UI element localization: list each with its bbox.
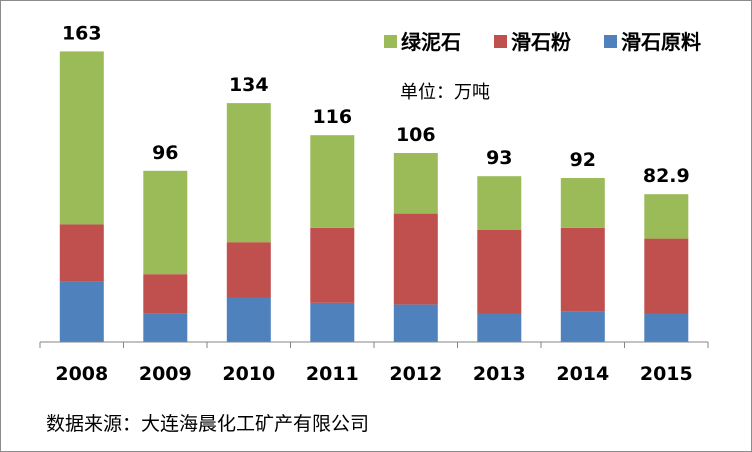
x-tick-label-2008: 2008 (55, 363, 108, 385)
data-source-note: 数据来源：大连海晨化工矿产有限公司 (46, 413, 370, 435)
legend-swatch-2 (604, 35, 617, 48)
bar-segment-2008-series-0 (59, 281, 104, 342)
bar-segment-2015-series-2 (644, 194, 689, 239)
legend-swatch-0 (384, 35, 397, 48)
total-label-2011: 116 (312, 106, 352, 128)
bar-segment-2008-series-1 (59, 224, 104, 282)
bar-segment-2013-series-2 (477, 176, 522, 230)
total-label-2014: 92 (570, 149, 596, 171)
bar-segment-2014-series-0 (560, 311, 605, 342)
bar-segment-2014-series-2 (560, 178, 605, 228)
x-tick-label-2015: 2015 (640, 363, 693, 385)
bar-segment-2010-series-2 (226, 103, 271, 243)
legend: 绿泥石 滑石粉 滑石原料 (384, 30, 701, 54)
bar-segment-2012-series-0 (393, 304, 438, 342)
total-labels-group: 163 96 134 116 106 93 92 82.9 (62, 22, 690, 187)
bar-segment-2008-series-2 (59, 51, 104, 225)
total-label-2010: 134 (229, 74, 269, 96)
bar-segment-2013-series-1 (477, 229, 522, 314)
total-label-2013: 93 (486, 147, 512, 169)
x-tick-labels-group: 2008 2009 2010 2011 2012 2013 2014 2015 (55, 363, 692, 385)
bars-group (59, 51, 689, 342)
legend-label-2: 滑石原料 (621, 30, 701, 54)
legend-label-1: 滑石粉 (511, 30, 571, 54)
total-label-2012: 106 (396, 124, 436, 146)
unit-label: 单位：万吨 (400, 82, 490, 103)
bar-segment-2009-series-0 (143, 313, 188, 342)
bar-segment-2013-series-0 (477, 313, 522, 342)
bar-segment-2012-series-1 (393, 213, 438, 305)
x-tick-label-2012: 2012 (389, 363, 442, 385)
bar-segment-2009-series-2 (143, 170, 188, 275)
x-tick-label-2011: 2011 (306, 363, 359, 385)
legend-label-0: 绿泥石 (401, 30, 461, 54)
bar-segment-2011-series-0 (310, 302, 355, 342)
bar-segment-2012-series-2 (393, 153, 438, 214)
x-tick-label-2009: 2009 (139, 363, 192, 385)
bar-segment-2009-series-1 (143, 274, 188, 314)
x-axis-ticks-group (39, 342, 709, 348)
total-label-2009: 96 (152, 142, 178, 164)
bar-segment-2014-series-1 (560, 227, 605, 312)
x-tick-label-2010: 2010 (222, 363, 275, 385)
bar-segment-2011-series-1 (310, 227, 355, 303)
x-tick-label-2014: 2014 (556, 363, 609, 385)
bar-segment-2015-series-0 (644, 313, 689, 342)
bar-segment-2010-series-1 (226, 242, 271, 298)
bar-segment-2011-series-2 (310, 135, 355, 228)
total-label-2008: 163 (62, 22, 102, 44)
x-tick-label-2013: 2013 (473, 363, 526, 385)
total-label-2015: 82.9 (643, 165, 690, 187)
bar-segment-2010-series-0 (226, 297, 271, 342)
bar-segment-2015-series-1 (644, 238, 689, 314)
legend-swatch-1 (494, 35, 507, 48)
